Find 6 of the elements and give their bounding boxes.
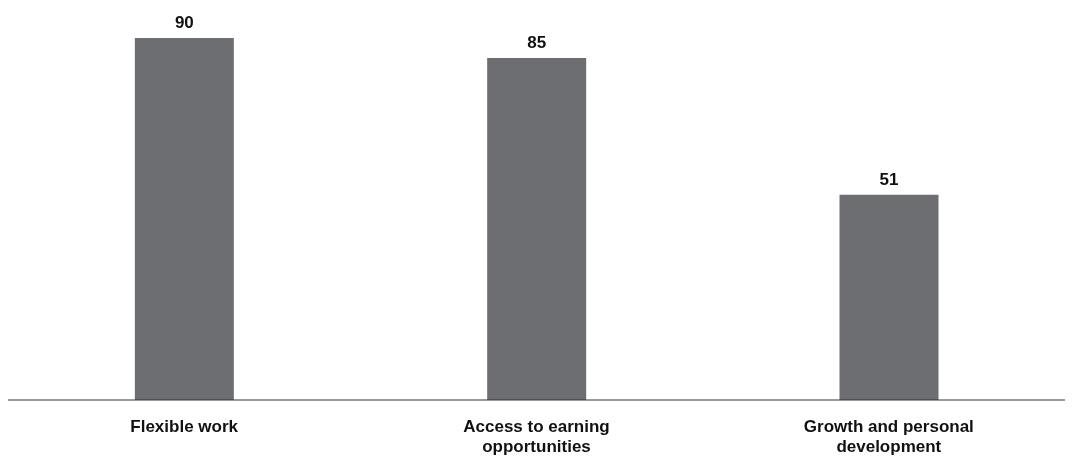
- data-label: 51: [879, 169, 899, 189]
- x-tick-label: Flexible work: [130, 417, 239, 436]
- x-tick-label: Growth and personal development: [803, 417, 974, 456]
- data-label: 85: [527, 33, 547, 53]
- data-label: 90: [174, 13, 194, 32]
- x-tick-label: Access to earning opportunities: [463, 417, 610, 456]
